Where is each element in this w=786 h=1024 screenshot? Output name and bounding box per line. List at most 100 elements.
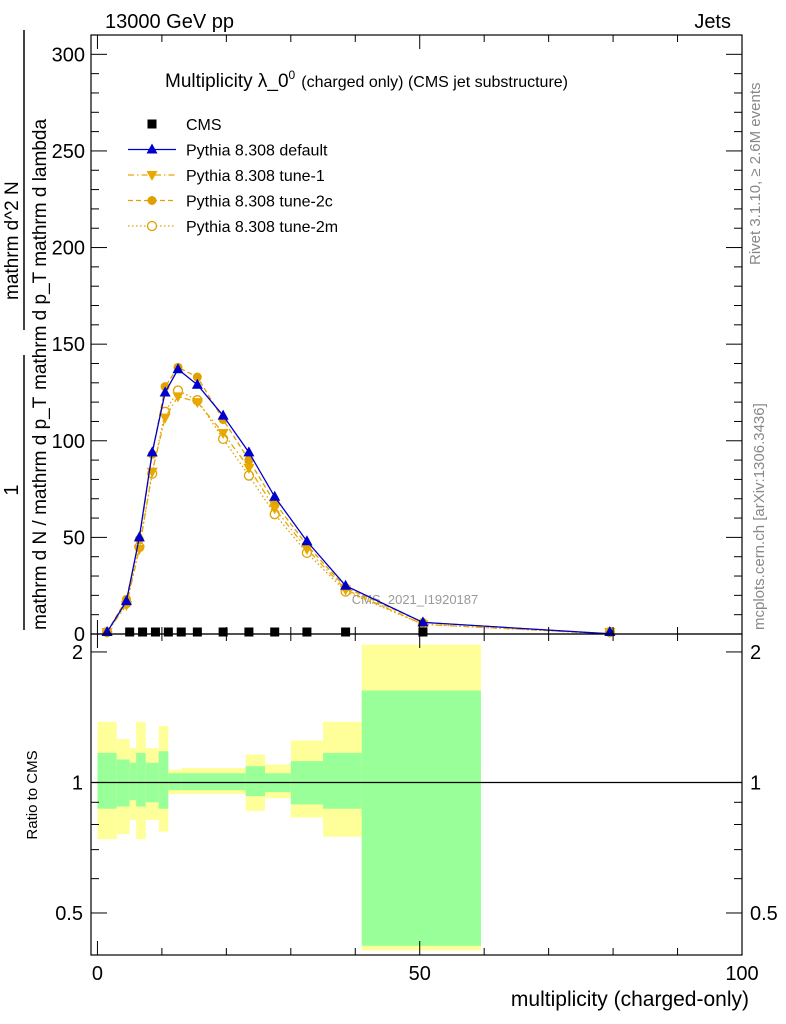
legend-marker: [146, 143, 158, 154]
y-tick-label: 100: [52, 431, 85, 453]
chart-title-suffix: (charged only) (CMS jet substructure): [301, 74, 568, 91]
ratio-y-tick-label: 1: [72, 772, 83, 794]
chart-title-sup: 0: [289, 68, 296, 82]
data-point: [418, 627, 428, 637]
data-point: [244, 627, 254, 637]
data-point: [340, 579, 352, 590]
ratio-inner-band-bin: [129, 762, 137, 801]
ratio-inner-band-bin: [158, 751, 169, 809]
legend-label: Pythia 8.308 tune-2c: [186, 194, 333, 211]
ratio-inner-band-bin: [213, 773, 246, 791]
legend-label: Pythia 8.308 default: [186, 143, 328, 160]
data-point: [191, 378, 203, 389]
data-point: [138, 627, 148, 637]
ratio-inner-band-bin: [136, 752, 146, 807]
ratio-y-tick-label-right: 1: [750, 772, 761, 794]
data-point: [176, 627, 186, 637]
y-tick-label: 300: [52, 44, 85, 66]
header-jets-label: Jets: [694, 11, 731, 33]
data-point: [218, 627, 228, 637]
ratio-bands: [91, 644, 742, 951]
legend-label: CMS: [186, 117, 222, 134]
legend-entry: Pythia 8.308 default: [128, 143, 328, 160]
data-point: [341, 627, 351, 637]
legend-entry: Pythia 8.308 tune-1: [128, 168, 325, 185]
data-point: [217, 409, 229, 420]
y-tick-label: 150: [52, 334, 85, 356]
y-tick-label: 50: [63, 527, 85, 549]
ratio-y-tick-label-right: 2: [750, 642, 761, 664]
data-point: [150, 627, 160, 637]
top-axes: 0 50 100 150 200 250 300: [52, 34, 743, 646]
data-point: [172, 363, 184, 374]
legend-entry: CMS: [147, 117, 222, 134]
ratio-inner-band-bin: [97, 752, 117, 809]
data-point: [159, 386, 171, 397]
data-point: [159, 413, 171, 424]
mcplots-label: mcplots.cern.ch [arXiv:1306.3436]: [751, 403, 768, 630]
legend-label: Pythia 8.308 tune-1: [186, 168, 325, 185]
top-series-layer: [101, 362, 616, 638]
data-point: [172, 392, 184, 403]
ratio-y-tick-label-right: 0.5: [750, 903, 778, 925]
data-point: [301, 535, 313, 546]
data-point: [244, 455, 254, 465]
legend-marker: [146, 171, 158, 181]
ratio-inner-band-bin: [181, 773, 214, 791]
ratio-inner-band-bin: [245, 766, 266, 797]
y-label-factor-numerator: mathrm d^2 N: [2, 181, 23, 300]
data-point: [269, 504, 281, 515]
data-point: [243, 463, 255, 474]
y-label-denominator: mathrm d N / mathrm d p_T: [30, 396, 51, 630]
y-tick-label: 200: [52, 238, 85, 260]
x-tick-label: 0: [92, 963, 103, 985]
data-point: [163, 627, 173, 637]
data-point: [146, 446, 158, 457]
header-energy-label: 13000 GeV pp: [105, 11, 234, 33]
data-point: [192, 372, 202, 382]
legend: CMS Pythia 8.308 default Pythia 8.308 tune…: [128, 117, 338, 236]
chart-title: Multiplicity λ_00 (charged only) (CMS jet…: [165, 68, 568, 92]
series-pythia-8-308-default: [101, 363, 616, 636]
x-tick-label: 100: [725, 963, 758, 985]
legend-marker: [146, 220, 158, 232]
legend-entry: Pythia 8.308 tune-2c: [128, 194, 333, 211]
data-point: [125, 627, 135, 637]
ratio-y-label: Ratio to CMS: [24, 750, 41, 839]
x-tick-label: 50: [409, 963, 431, 985]
data-point: [133, 531, 145, 542]
series-cms: [125, 627, 428, 637]
data-point: [243, 446, 255, 457]
bottom-axes: 0 50 100 0.5 0.5 1 1 2 2: [55, 633, 778, 985]
y-label-numerator: 1: [1, 484, 23, 495]
ratio-inner-band-bin: [168, 773, 182, 791]
data-point: [269, 490, 281, 501]
data-point: [191, 398, 203, 409]
data-point: [217, 429, 229, 440]
legend-entry: Pythia 8.308 tune-2m: [128, 219, 338, 236]
data-point: [301, 544, 313, 555]
legend-label: Pythia 8.308 tune-2m: [186, 219, 338, 236]
series-line: [106, 366, 610, 635]
legend-marker: [147, 119, 157, 129]
data-point: [270, 627, 280, 637]
chart-title-main: Multiplicity λ_0: [165, 71, 289, 92]
ratio-y-tick-label: 2: [72, 642, 83, 664]
ratio-inner-band-bin: [361, 690, 481, 946]
data-point: [192, 627, 202, 637]
y-tick-label: 250: [52, 141, 85, 163]
data-point: [133, 544, 145, 555]
legend-marker: [147, 196, 157, 205]
y-axis-label-top: 1 mathrm d N / mathrm d p_T mathrm d^2 N…: [1, 30, 51, 630]
ratio-y-tick-label: 0.5: [55, 903, 83, 925]
data-point: [302, 627, 312, 637]
x-axis-label: multiplicity (charged-only): [511, 988, 749, 1011]
data-point: [120, 595, 132, 606]
rivet-label: Rivet 3.1.10, ≥ 2.6M events: [747, 83, 764, 266]
series-line: [106, 368, 610, 635]
bottom-panel-frame: [90, 633, 743, 956]
series-line: [106, 389, 610, 635]
ratio-inner-band-bin: [323, 752, 362, 809]
y-label-factor-denominator: mathrm d p_T mathrm d lambda: [30, 119, 51, 390]
